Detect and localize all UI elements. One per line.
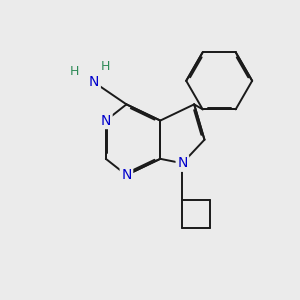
Text: N: N <box>89 75 99 89</box>
Text: H: H <box>101 60 110 73</box>
Text: H: H <box>70 65 80 79</box>
Text: N: N <box>100 114 111 128</box>
Text: N: N <box>121 168 132 182</box>
Text: N: N <box>177 156 188 170</box>
